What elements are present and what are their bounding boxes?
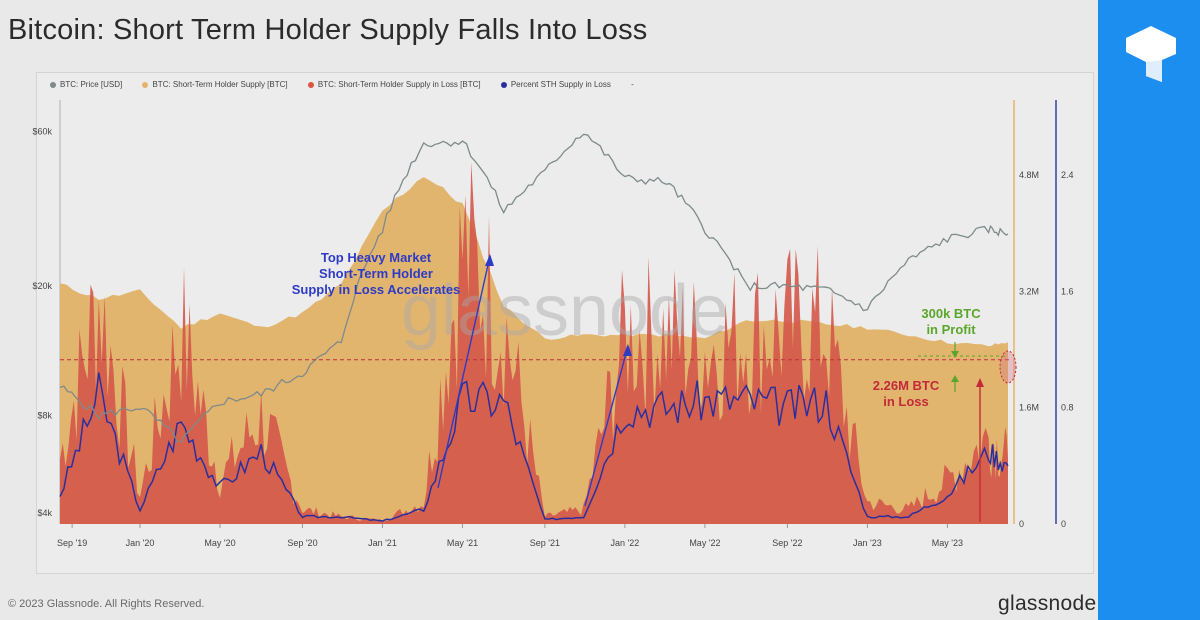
chart-title: Bitcoin: Short Term Holder Supply Falls …	[8, 14, 648, 46]
brand-sidebar	[1098, 0, 1200, 620]
legend-item-sth-loss[interactable]: BTC: Short-Term Holder Supply in Loss [B…	[307, 80, 481, 89]
legend-item-price[interactable]: BTC: Price [USD]	[50, 80, 122, 89]
legend-item-trailing: -	[631, 80, 634, 89]
brand-name: glassnode	[998, 592, 1097, 615]
copyright-text: © 2023 Glassnode. All Rights Reserved.	[8, 598, 205, 610]
legend-item-sth-supply[interactable]: BTC: Short-Term Holder Supply [BTC]	[142, 80, 288, 89]
chart-panel	[36, 72, 1094, 574]
tradingview-t-icon	[1126, 26, 1176, 82]
chart-legend: BTC: Price [USD] BTC: Short-Term Holder …	[50, 80, 652, 89]
legend-item-percent[interactable]: Percent STH Supply in Loss	[500, 80, 611, 89]
